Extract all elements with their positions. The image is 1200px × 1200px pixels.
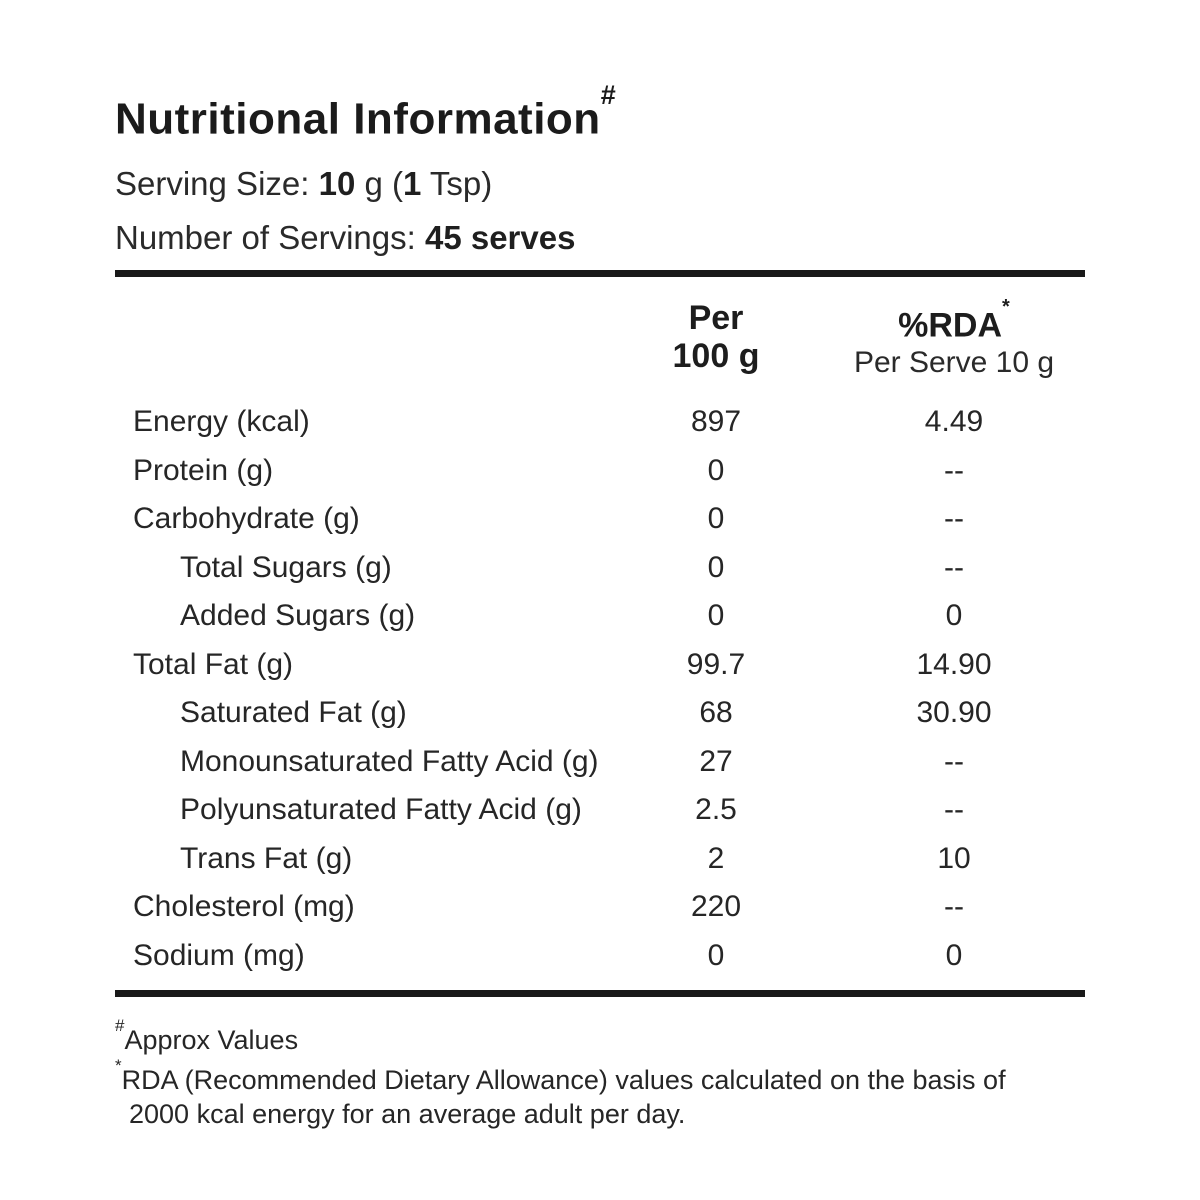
rda-line1: %RDA* <box>839 295 1069 345</box>
row-per100-value: 0 <box>707 453 725 487</box>
row-rda-value: -- <box>944 793 964 827</box>
footnote-approx-text: Approx Values <box>124 1025 299 1056</box>
table-row-total-sugars: Total Sugars (g) 0 -- <box>115 544 1085 593</box>
title-superscript: # <box>600 80 617 110</box>
row-per100-value: 0 <box>707 938 725 972</box>
row-label: Carbohydrate (g) <box>133 502 360 536</box>
row-per100-value: 0 <box>707 550 725 584</box>
row-label: Polyunsaturated Fatty Acid (g) <box>180 793 582 827</box>
row-label: Total Fat (g) <box>133 647 294 681</box>
footnote-approx-marker: # <box>115 1016 125 1036</box>
table-row-cholesterol: Cholesterol (mg) 220 -- <box>115 883 1085 932</box>
table-row-polyunsaturated: Polyunsaturated Fatty Acid (g) 2.5 -- <box>115 786 1085 835</box>
serving-size-label: Serving Size: <box>115 164 319 202</box>
page-title-text: Nutritional Information <box>115 94 601 144</box>
nutrition-table: Energy (kcal) 897 4.49 Protein (g) 0 -- … <box>115 398 1085 980</box>
footnote-approx: #Approx Values <box>115 1016 1085 1057</box>
servings-label: Number of Servings: <box>115 218 425 256</box>
row-label: Sodium (mg) <box>133 938 305 972</box>
row-label: Monounsaturated Fatty Acid (g) <box>180 744 599 778</box>
serving-size-tsp-count: 1 <box>403 164 422 202</box>
row-rda-value: -- <box>944 890 964 924</box>
table-row-added-sugars: Added Sugars (g) 0 0 <box>115 592 1085 641</box>
footnote-rda-marker: * <box>115 1056 122 1076</box>
column-headers: Per 100 g %RDA* Per Serve 10 g <box>115 295 1085 382</box>
row-per100-value: 2.5 <box>695 793 737 827</box>
row-per100-value: 68 <box>699 696 733 730</box>
row-label: Total Sugars (g) <box>180 550 392 584</box>
serving-size-line: Serving Size: 10 g (1 Tsp) <box>115 167 1085 200</box>
servings-value: 45 serves <box>424 218 576 256</box>
serving-size-tsp-label: Tsp) <box>421 164 493 202</box>
row-rda-value: 10 <box>937 841 971 875</box>
row-rda-value: 4.49 <box>924 405 984 439</box>
top-divider <box>115 269 1085 277</box>
row-label: Energy (kcal) <box>133 405 310 439</box>
serving-size-amount: 10 <box>318 164 356 202</box>
per-100g-line2: 100 g <box>672 336 760 375</box>
row-label: Added Sugars (g) <box>180 599 416 633</box>
table-row-monounsaturated: Monounsaturated Fatty Acid (g) 27 -- <box>115 738 1085 787</box>
bottom-divider <box>115 990 1085 998</box>
row-label: Saturated Fat (g) <box>180 696 407 730</box>
table-row-trans-fat: Trans Fat (g) 2 10 <box>115 835 1085 884</box>
footnote-rda-text1: RDA (Recommended Dietary Allowance) valu… <box>121 1065 1006 1096</box>
row-rda-value: -- <box>944 744 964 778</box>
row-rda-value: 14.90 <box>916 647 992 681</box>
table-row-sodium: Sodium (mg) 0 0 <box>115 932 1085 981</box>
row-per100-value: 897 <box>690 405 742 439</box>
row-per100-value: 0 <box>707 502 725 536</box>
table-row-protein: Protein (g) 0 -- <box>115 447 1085 496</box>
footnote-rda-line1: *RDA (Recommended Dietary Allowance) val… <box>115 1056 1085 1097</box>
footnotes: #Approx Values *RDA (Recommended Dietary… <box>115 1016 1085 1131</box>
table-row-saturated-fat: Saturated Fat (g) 68 30.90 <box>115 689 1085 738</box>
row-rda-value: 0 <box>945 599 963 633</box>
number-of-servings-line: Number of Servings: 45 serves <box>115 221 1085 254</box>
per-100g-line1: Per <box>688 298 744 337</box>
row-rda-value: -- <box>944 550 964 584</box>
row-per100-value: 27 <box>699 744 733 778</box>
row-per100-value: 220 <box>690 890 742 924</box>
row-per100-value: 99.7 <box>686 647 746 681</box>
rda-line2: Per Serve 10 g <box>853 346 1055 380</box>
row-rda-value: -- <box>944 453 964 487</box>
serving-size-unit: g ( <box>355 164 403 202</box>
row-label: Protein (g) <box>133 453 274 487</box>
row-rda-value: -- <box>944 502 964 536</box>
footnote-rda-line2: 2000 kcal energy for an average adult pe… <box>129 1099 686 1130</box>
row-label: Cholesterol (mg) <box>133 890 355 924</box>
page-title: Nutritional Information# <box>115 81 1085 144</box>
rda-label: %RDA <box>898 306 1003 345</box>
column-header-rda: %RDA* Per Serve 10 g <box>839 295 1069 382</box>
row-rda-value: 0 <box>945 938 963 972</box>
table-row-energy: Energy (kcal) 897 4.49 <box>115 398 1085 447</box>
table-row-carbohydrate: Carbohydrate (g) 0 -- <box>115 495 1085 544</box>
row-per100-value: 2 <box>707 841 725 875</box>
column-header-per-100g: Per 100 g <box>631 299 801 375</box>
row-label: Trans Fat (g) <box>180 841 353 875</box>
row-per100-value: 0 <box>707 599 725 633</box>
rda-asterisk: * <box>1002 295 1010 318</box>
row-rda-value: 30.90 <box>916 696 992 730</box>
table-row-total-fat: Total Fat (g) 99.7 14.90 <box>115 641 1085 690</box>
